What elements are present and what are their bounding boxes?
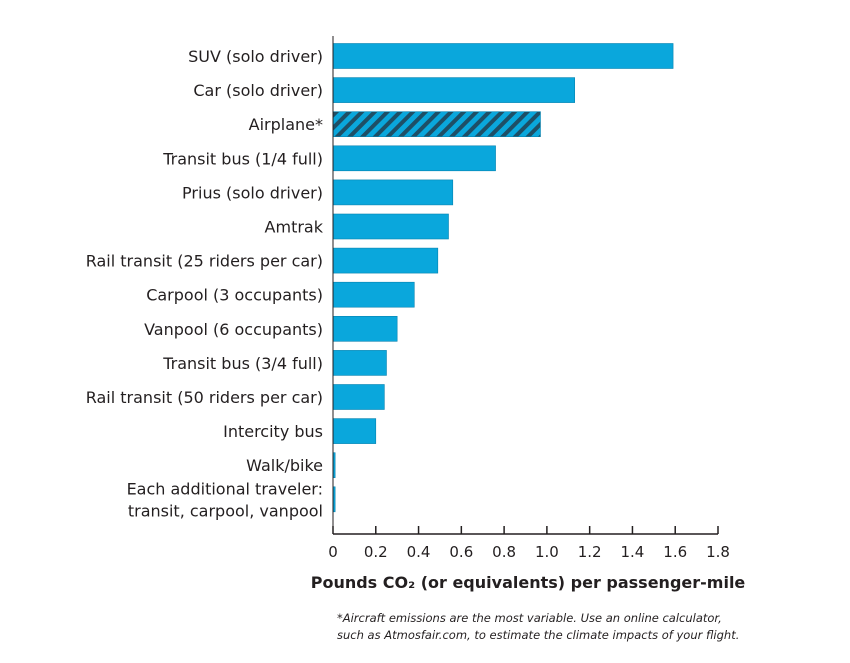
x-tick-label-9: 1.8	[706, 543, 730, 561]
footnote: *Aircraft emissions are the most variabl…	[337, 610, 837, 644]
x-tick-label-1: 0.2	[364, 543, 388, 561]
bar-4	[332, 179, 454, 206]
category-label-line: Transit bus (1/4 full)	[162, 149, 323, 168]
bars-group	[332, 43, 674, 513]
x-axis: 0 0.2 0.4 0.6 0.8 1.0 1.2 1.4 1.6 1.8	[328, 36, 730, 561]
category-label-11: Intercity bus	[223, 422, 323, 441]
bar-11	[332, 418, 377, 444]
bar-5	[332, 213, 449, 240]
category-label-1: Car (solo driver)	[193, 81, 323, 100]
category-label-line: Rail transit (25 riders per car)	[86, 252, 323, 271]
category-label-line: Rail transit (50 riders per car)	[86, 388, 323, 407]
category-label-line: SUV (solo driver)	[188, 47, 323, 66]
x-tick-label-6: 1.2	[578, 543, 602, 561]
x-tick-label-7: 1.4	[621, 543, 645, 561]
bar-2	[332, 111, 541, 137]
category-label-line: Intercity bus	[223, 422, 323, 441]
category-label-6: Rail transit (25 riders per car)	[86, 252, 323, 271]
category-label-3: Transit bus (1/4 full)	[162, 149, 323, 168]
category-label-9: Transit bus (3/4 full)	[162, 354, 323, 373]
x-tick-label-0: 0	[328, 543, 338, 561]
category-label-line: Each additional traveler:	[127, 479, 323, 498]
bar-3	[332, 145, 496, 172]
category-label-4: Prius (solo driver)	[182, 183, 323, 202]
footnote-line-2: such as Atmosfair.com, to estimate the c…	[337, 628, 740, 642]
bar-6	[332, 247, 439, 274]
bar-7	[332, 281, 415, 308]
x-tick-label-8: 1.6	[663, 543, 687, 561]
x-tick-label-5: 1.0	[535, 543, 559, 561]
category-label-line: Airplane*	[249, 115, 323, 134]
category-label-12: Walk/bike	[246, 456, 323, 475]
category-label-line: Transit bus (3/4 full)	[162, 354, 323, 373]
footnote-line-1: *Aircraft emissions are the most variabl…	[337, 611, 722, 625]
category-label-line: Vanpool (6 occupants)	[144, 320, 323, 339]
category-label-line: Prius (solo driver)	[182, 183, 323, 202]
bar-0	[332, 43, 674, 69]
category-label-13: Each additional traveler: transit, carpoo…	[127, 479, 323, 520]
category-label-0: SUV (solo driver)	[188, 47, 323, 66]
co2-bar-chart: SUV (solo driver) Car (solo driver) Airpla…	[86, 36, 746, 592]
x-tick-label-4: 0.8	[492, 543, 516, 561]
category-label-line: Amtrak	[265, 218, 324, 237]
category-label-line: Carpool (3 occupants)	[146, 286, 323, 305]
category-label-2: Airplane*	[249, 115, 323, 134]
category-label-line: transit, carpool, vanpool	[128, 501, 323, 520]
category-label-5: Amtrak	[265, 218, 324, 237]
bar-8	[332, 315, 398, 342]
category-label-7: Carpool (3 occupants)	[146, 286, 323, 305]
bar-9	[332, 350, 387, 376]
category-label-line: Car (solo driver)	[193, 81, 323, 100]
x-tick-label-3: 0.6	[449, 543, 473, 561]
category-label-8: Vanpool (6 occupants)	[144, 320, 323, 339]
category-label-line: Walk/bike	[246, 456, 323, 475]
bar-10	[332, 384, 385, 410]
x-tick-label-2: 0.4	[407, 543, 431, 561]
category-label-10: Rail transit (50 riders per car)	[86, 388, 323, 407]
x-axis-title: Pounds CO₂ (or equivalents) per passenge…	[311, 573, 746, 592]
category-labels: SUV (solo driver) Car (solo driver) Airpla…	[86, 47, 324, 520]
bar-1	[332, 77, 575, 103]
